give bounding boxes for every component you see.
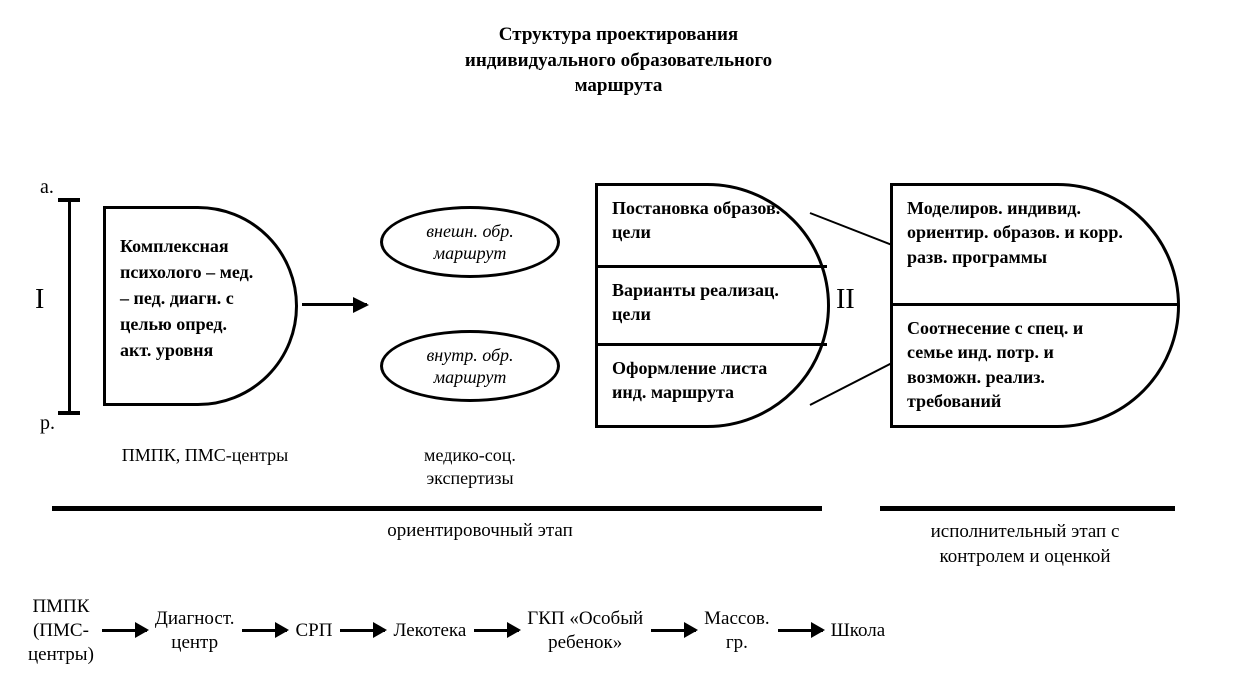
title-line: маршрута	[0, 73, 1237, 99]
ellipse-text: маршрут	[434, 366, 507, 389]
stage-roman-1: I	[35, 284, 44, 316]
ellipse-internal-route: внутр. обр. маршрут	[380, 330, 560, 402]
block-diagnostics: Комплексная психолого – мед. – пед. диаг…	[103, 206, 298, 406]
arrow-icon	[340, 629, 385, 632]
block-program-seg: Моделиров. индивид. ориентир. образов. и…	[893, 186, 1177, 306]
block-goals-seg: Варианты реализац. цели	[598, 268, 827, 346]
flow-chain: ПМПК (ПМС- центры) Диагност. центр СРП Л…	[28, 595, 1213, 666]
sublabel-pmpk: ПМПК, ПМС-центры	[110, 444, 300, 467]
ellipse-external-route: внешн. обр. маршрут	[380, 206, 560, 278]
arrow-icon	[242, 629, 287, 632]
block-diagnostics-text: Комплексная психолого – мед. – пед. диаг…	[120, 233, 257, 363]
block-goals: Постановка образов. цели Варианты реализ…	[595, 183, 830, 428]
chain-node: ГКП «Особый ребенок»	[527, 607, 643, 655]
sublabel-medsoc: медико-соц. экспертизы	[370, 444, 570, 491]
chain-node: ПМПК (ПМС- центры)	[28, 595, 94, 666]
block-program-seg: Соотнесение с спец. и семье инд. потр. и…	[893, 306, 1177, 431]
phase-label-1: ориентировочный этап	[280, 520, 680, 542]
chain-node: Школа	[831, 619, 886, 643]
block-goals-seg: Оформление листа инд. маршрута	[598, 346, 827, 431]
ellipse-text: внешн. обр.	[426, 220, 514, 243]
arrow-icon	[302, 303, 367, 306]
phase-label-2: исполнительный этап с контролем и оценко…	[860, 520, 1190, 569]
arrow-icon	[102, 629, 147, 632]
phase-underline	[880, 506, 1175, 511]
chain-node: Массов. гр.	[704, 607, 769, 655]
bracket	[40, 190, 100, 425]
ellipse-text: маршрут	[434, 242, 507, 265]
chain-node: Лекотека	[393, 619, 466, 643]
block-goals-seg: Постановка образов. цели	[598, 186, 827, 268]
title-line: индивидуального образовательного	[0, 48, 1237, 74]
diagram-title: Структура проектирования индивидуального…	[0, 22, 1237, 99]
arrow-icon	[474, 629, 519, 632]
block-program: Моделиров. индивид. ориентир. образов. и…	[890, 183, 1180, 428]
chain-node: Диагност. центр	[155, 607, 235, 655]
title-line: Структура проектирования	[0, 22, 1237, 48]
phase-underline	[52, 506, 822, 511]
ellipse-text: внутр. обр.	[426, 344, 513, 367]
chain-node: СРП	[295, 619, 332, 643]
arrow-icon	[778, 629, 823, 632]
arrow-icon	[651, 629, 696, 632]
